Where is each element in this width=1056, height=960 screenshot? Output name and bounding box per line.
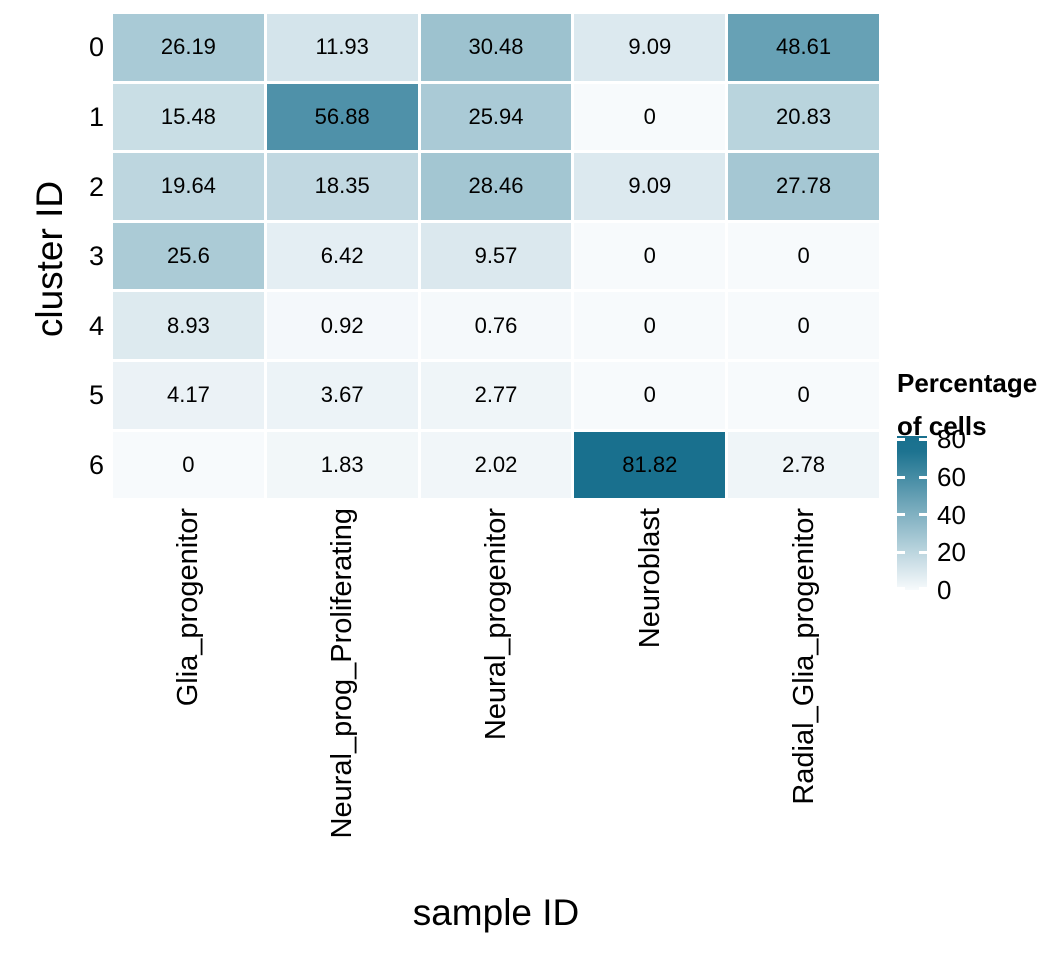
legend-tick-mark — [897, 587, 905, 590]
legend-tick-mark — [897, 437, 905, 441]
legend-tick-mark — [919, 550, 927, 554]
legend-tick-mark — [919, 437, 927, 441]
heatmap-cell: 28.46 — [420, 153, 572, 220]
legend-tick-label: 80 — [937, 424, 966, 455]
x-tick-label: Neuroblast — [633, 508, 666, 649]
y-tick-label: 0 — [88, 32, 104, 63]
heatmap-cell: 9.57 — [420, 222, 572, 290]
heatmap-cell: 8.93 — [113, 292, 264, 359]
y-tick-label: 5 — [88, 380, 104, 411]
x-tick-label: Glia_progenitor — [172, 508, 205, 707]
heatmap-cell: 0 — [728, 222, 879, 290]
legend-colorbar — [897, 436, 927, 590]
heatmap-cell: 9.09 — [574, 153, 726, 220]
y-axis-title: cluster ID — [29, 180, 70, 338]
heatmap-cell: 0 — [728, 292, 879, 359]
legend-tick-mark — [919, 587, 927, 590]
heatmap-cell: 0 — [574, 83, 726, 151]
heatmap-cell: 9.09 — [574, 14, 726, 81]
x-tick-label: Neural_progenitor — [480, 508, 512, 741]
y-tick-label: 2 — [88, 171, 104, 202]
legend-title: Percentage of cells — [897, 362, 1037, 448]
heatmap-cell: 30.48 — [420, 14, 572, 81]
heatmap-cell: 6.42 — [266, 222, 418, 290]
heatmap-cell: 0 — [574, 222, 726, 290]
x-tick-label: Radial_Glia_progenitor — [787, 508, 820, 805]
heatmap-cell: 25.94 — [420, 83, 572, 151]
x-axis-title: sample ID — [412, 892, 580, 933]
legend-tick-mark — [919, 513, 927, 517]
y-tick-label: 3 — [88, 241, 104, 272]
legend-tick-mark — [897, 550, 905, 554]
heatmap-cell: 0 — [574, 361, 726, 429]
x-tick-label: Neural_prog_Proliferating — [326, 508, 359, 839]
legend-tick-mark — [919, 475, 927, 479]
heatmap-cell: 27.78 — [728, 153, 879, 220]
legend-tick-mark — [897, 513, 905, 517]
heatmap-cell: 2.77 — [420, 361, 572, 429]
heatmap-cell: 81.82 — [574, 431, 726, 499]
heatmap-cell: 4.17 — [113, 361, 264, 429]
legend-title-line1: Percentage — [897, 368, 1038, 398]
legend-tick-label: 60 — [937, 462, 966, 493]
y-tick-label: 1 — [88, 101, 104, 132]
heatmap-cell: 3.67 — [266, 361, 418, 429]
heatmap-cell: 0 — [574, 292, 726, 359]
heatmap-cell: 2.78 — [728, 431, 879, 499]
heatmap-cell: 2.02 — [420, 431, 572, 499]
heatmap-grid: 26.19 11.93 30.48 9.09 48.61 15.48 56.88 25.94 0… — [113, 14, 879, 499]
y-tick-label: 4 — [88, 310, 104, 341]
legend-tick-label: 40 — [937, 499, 966, 530]
heatmap-cell: 0.76 — [420, 292, 572, 359]
legend-tick-label: 0 — [937, 575, 952, 605]
heatmap-cell: 20.83 — [728, 83, 879, 151]
heatmap-cell: 25.6 — [113, 222, 264, 290]
heatmap-cell: 18.35 — [266, 153, 418, 220]
heatmap-cell: 15.48 — [113, 83, 264, 151]
heatmap-cell: 1.83 — [266, 431, 418, 499]
heatmap-cell: 19.64 — [113, 153, 264, 220]
heatmap-cell: 56.88 — [266, 83, 418, 151]
heatmap-cell: 0 — [728, 361, 879, 429]
legend-tick-label: 20 — [937, 537, 966, 568]
legend-tick-mark — [897, 475, 905, 479]
heatmap-cell: 0 — [113, 431, 264, 499]
y-tick-label: 6 — [88, 449, 104, 480]
heatmap-cell: 0.92 — [266, 292, 418, 359]
heatmap-cell: 11.93 — [266, 14, 418, 81]
heatmap-cell: 48.61 — [728, 14, 879, 81]
heatmap-cell: 26.19 — [113, 14, 264, 81]
